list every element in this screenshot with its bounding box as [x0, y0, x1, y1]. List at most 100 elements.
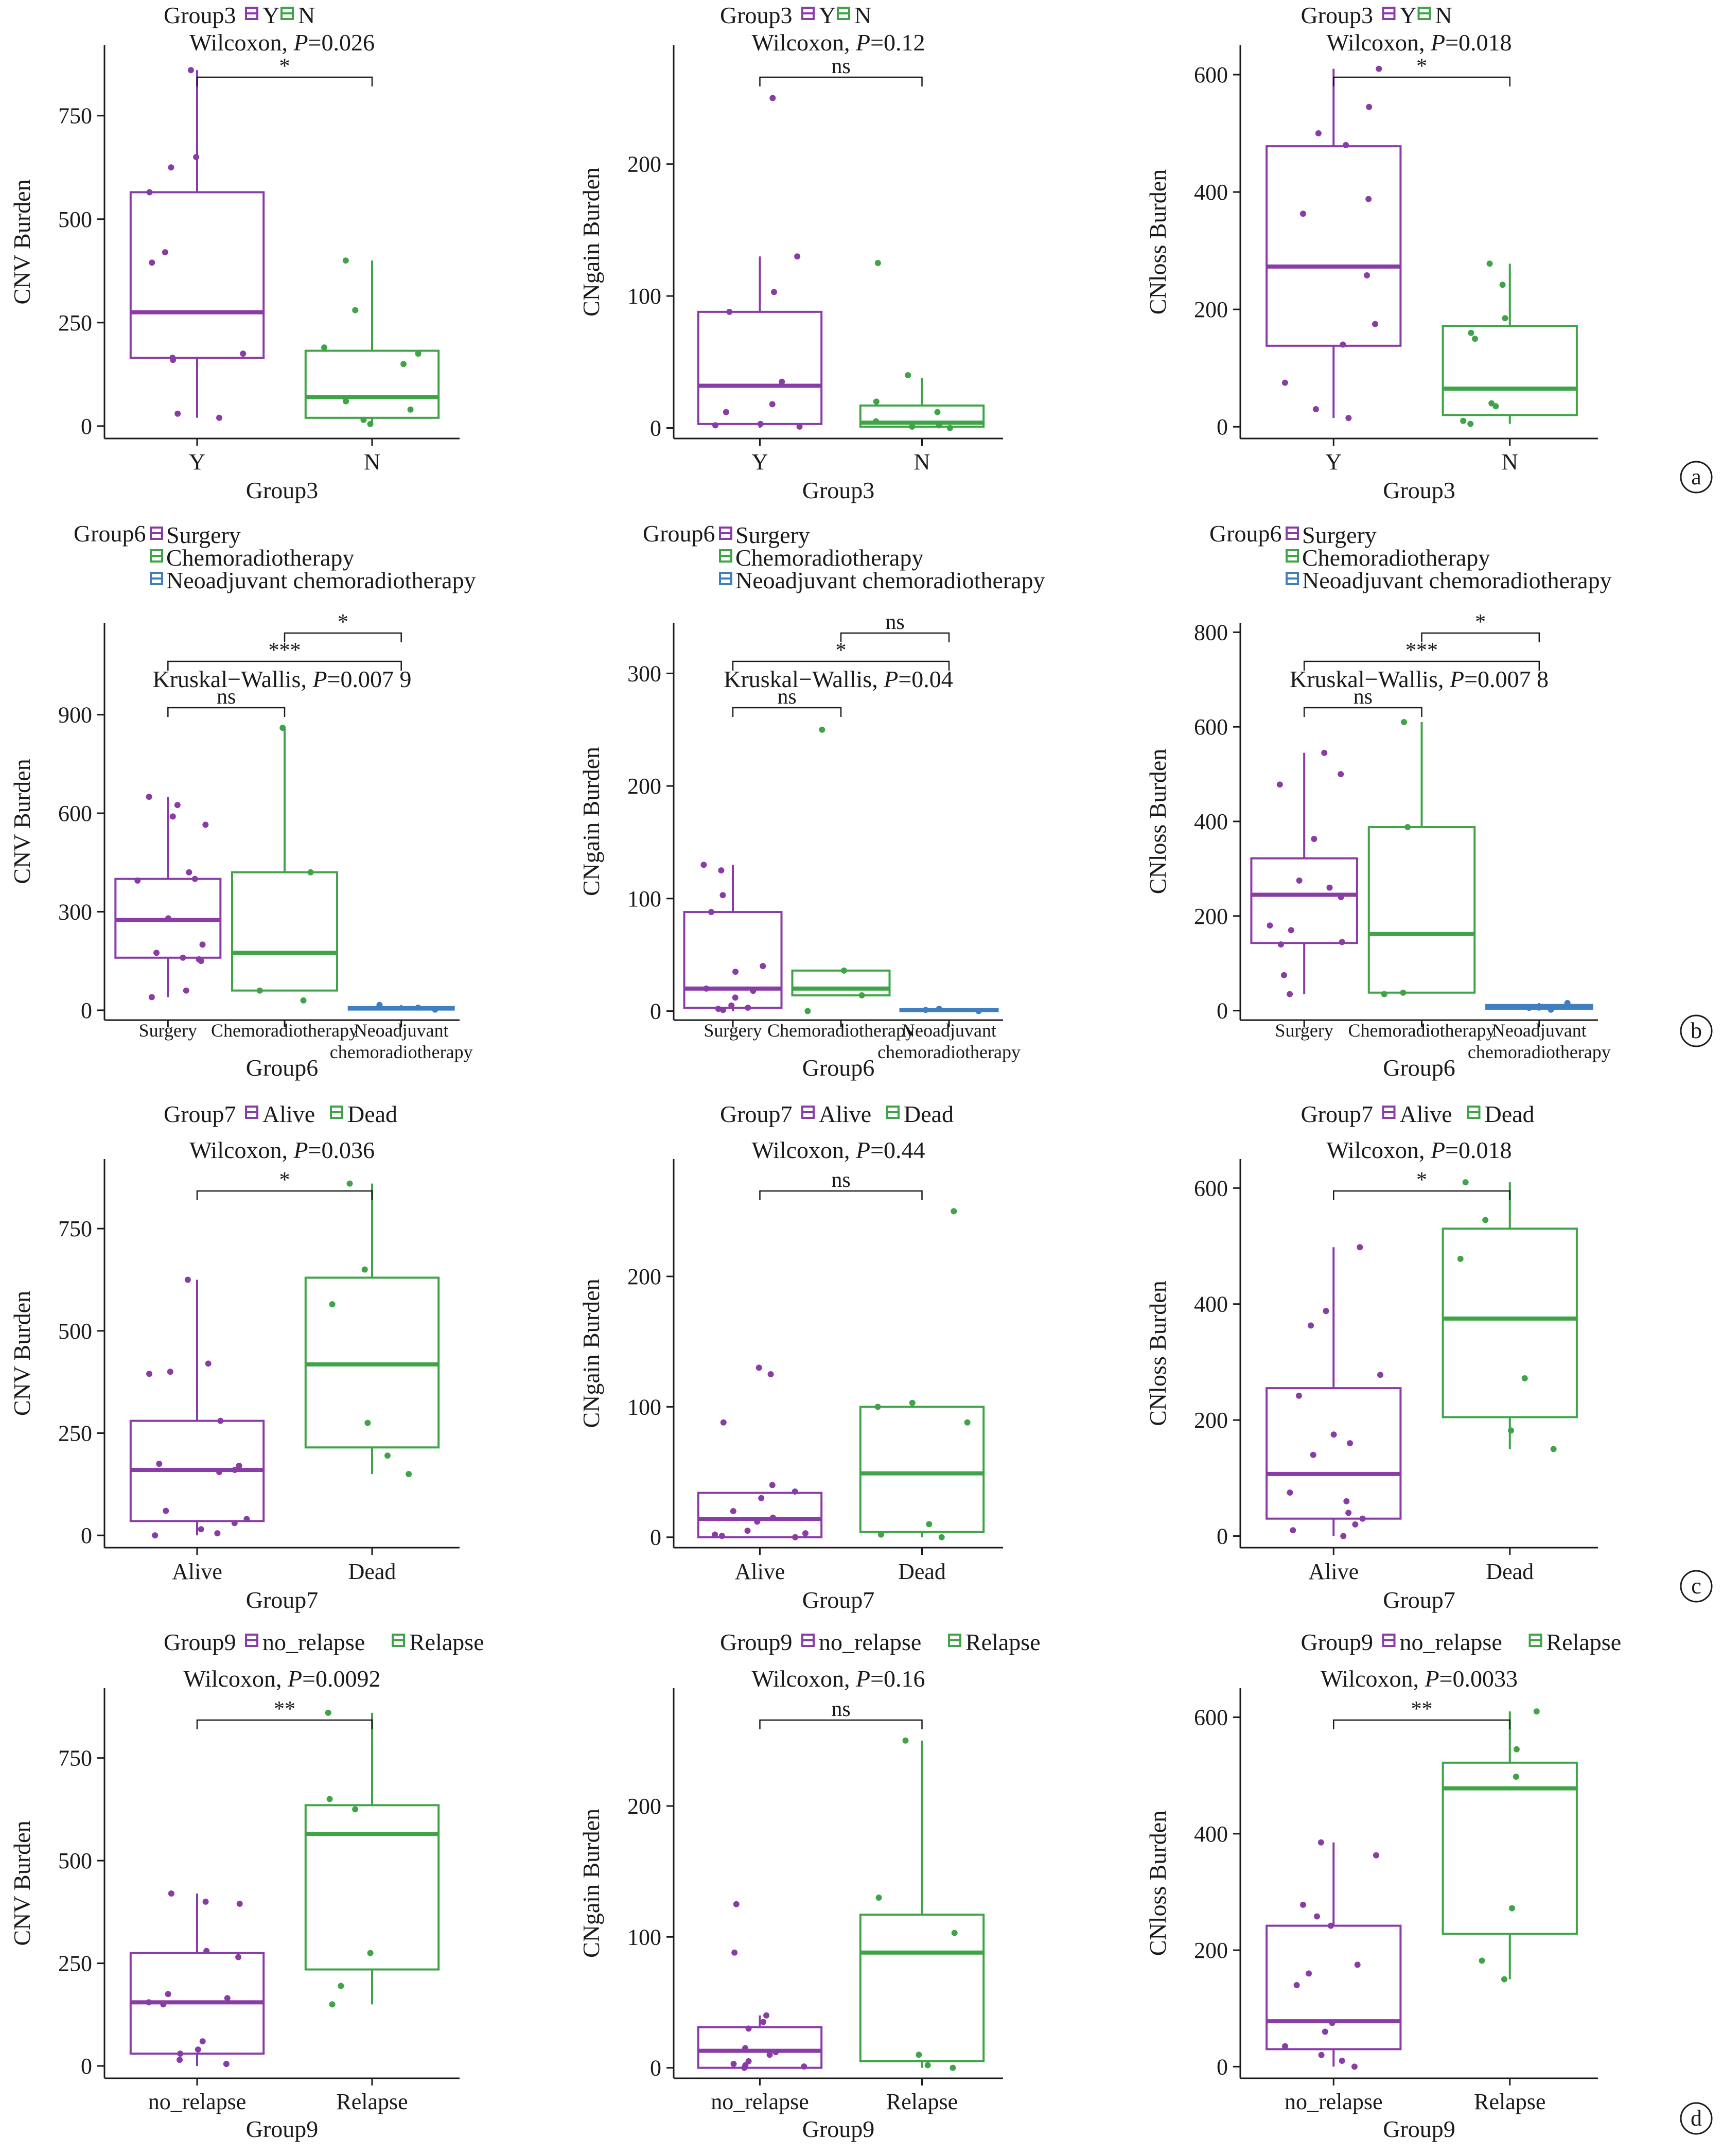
data-point	[217, 1417, 224, 1424]
box-iqr	[1266, 1387, 1402, 1520]
p-value: P	[855, 1666, 870, 1692]
y-tick-label: 0	[650, 1525, 661, 1550]
x-tick-label: Surgery	[1275, 1020, 1333, 1041]
data-point	[720, 1419, 727, 1426]
data-point	[819, 726, 825, 733]
data-point	[149, 259, 155, 266]
significance-label: *	[279, 55, 290, 78]
p-value: =0.0033	[1439, 1666, 1518, 1692]
data-point	[1472, 336, 1479, 342]
test-label: Wilcoxon, P=0.026	[189, 29, 375, 56]
legend-item-label: Neoadjuvant chemoradiotherapy	[166, 567, 476, 593]
x-tick-label: chemoradiotherapy	[330, 1042, 473, 1062]
data-point	[796, 423, 803, 430]
legend: Group6 SurgeryChemoradiotherapyNeoadjuvan…	[74, 520, 476, 593]
y-tick-label: 200	[627, 1794, 661, 1819]
legend-item-label: Relapse	[409, 1629, 484, 1655]
bracket-line	[196, 1190, 373, 1200]
significance-label: ns	[217, 685, 236, 709]
legend-item-label: Y	[1400, 2, 1417, 28]
y-tick-label: 400	[1194, 1292, 1228, 1317]
legend-item-label: no_relapse	[819, 1629, 921, 1655]
test-label: Wilcoxon, P=0.16	[751, 1666, 925, 1692]
p-value: =0.018	[1445, 29, 1512, 56]
legend-title: Group3	[720, 2, 793, 28]
data-point	[742, 2045, 749, 2052]
data-point	[223, 2061, 230, 2067]
data-point	[730, 1508, 736, 1515]
data-point	[407, 406, 414, 413]
data-point	[163, 1508, 169, 1514]
x-tick-label: N	[364, 449, 380, 475]
data-point	[364, 1419, 371, 1426]
box-surgery	[1250, 749, 1358, 997]
data-point	[152, 1532, 159, 1539]
significance-bracket: *	[196, 1168, 373, 1200]
x-tick-label: Relapse	[1474, 2089, 1545, 2114]
legend-item-label: Y	[262, 2, 279, 28]
data-point	[415, 1004, 421, 1011]
data-point	[779, 378, 785, 385]
legend-title: Group9	[720, 1629, 793, 1655]
legend: Group6 SurgeryChemoradiotherapyNeoadjuvan…	[1209, 520, 1612, 593]
data-point	[745, 1004, 751, 1011]
x-axis-label: Group6	[1383, 1055, 1455, 1081]
data-point	[718, 867, 725, 874]
box-n	[304, 257, 440, 427]
data-point	[168, 1890, 174, 1897]
p-value: P	[855, 1137, 870, 1163]
panel-label-circle	[1680, 1570, 1713, 1603]
bracket-line	[1303, 660, 1540, 671]
data-point	[1306, 1970, 1312, 1977]
data-point	[1521, 1375, 1528, 1381]
x-axis-label: Group3	[1383, 477, 1455, 503]
legend-item-label: Alive	[262, 1101, 315, 1127]
data-point	[1327, 1922, 1334, 1929]
legend-title: Group7	[164, 1101, 236, 1127]
y-tick-label: 500	[58, 1319, 92, 1344]
panel-label-text: d	[1691, 2106, 1702, 2131]
y-tick-label: 200	[627, 774, 661, 799]
legend-item-label: Chemoradiotherapy	[735, 545, 923, 571]
data-point	[936, 422, 942, 429]
data-point	[360, 416, 367, 423]
data-point	[1373, 1852, 1379, 1859]
legend-item-label: Surgery	[1302, 522, 1377, 548]
legend-item-label: N	[298, 2, 315, 28]
y-axis-label: CNV Burden	[9, 759, 35, 884]
data-point	[1296, 877, 1303, 884]
data-point	[1468, 329, 1474, 336]
data-point	[367, 420, 374, 427]
data-point	[878, 1531, 885, 1538]
box-neoadjuvant-chemoradiotherapy	[347, 1002, 455, 1013]
data-point	[153, 950, 160, 956]
data-point	[1364, 272, 1370, 278]
data-point	[1345, 415, 1352, 422]
y-axis-label: CNV Burden	[9, 179, 35, 304]
data-point	[950, 2064, 956, 2071]
data-point	[146, 1371, 153, 1377]
data-point	[874, 1404, 881, 1410]
data-point	[909, 423, 916, 430]
data-point	[1315, 130, 1322, 137]
data-point	[1404, 824, 1411, 831]
legend: Group7 Alive Dead	[1301, 1101, 1535, 1127]
significance-bracket: *	[1333, 55, 1510, 86]
data-point	[1340, 341, 1346, 348]
significance-bracket: **	[196, 1697, 373, 1729]
data-point	[321, 344, 328, 351]
y-tick-label: 250	[58, 310, 92, 336]
data-point	[184, 1276, 191, 1283]
legend-title: Group7	[1301, 1101, 1374, 1127]
significance-label: *	[338, 610, 348, 634]
box-iqr	[859, 404, 985, 428]
data-point	[1492, 403, 1499, 410]
x-tick-label: Y	[1325, 449, 1342, 475]
data-point	[924, 2062, 931, 2069]
y-tick-label: 750	[58, 1216, 92, 1241]
x-axis-label: Group3	[246, 477, 319, 503]
